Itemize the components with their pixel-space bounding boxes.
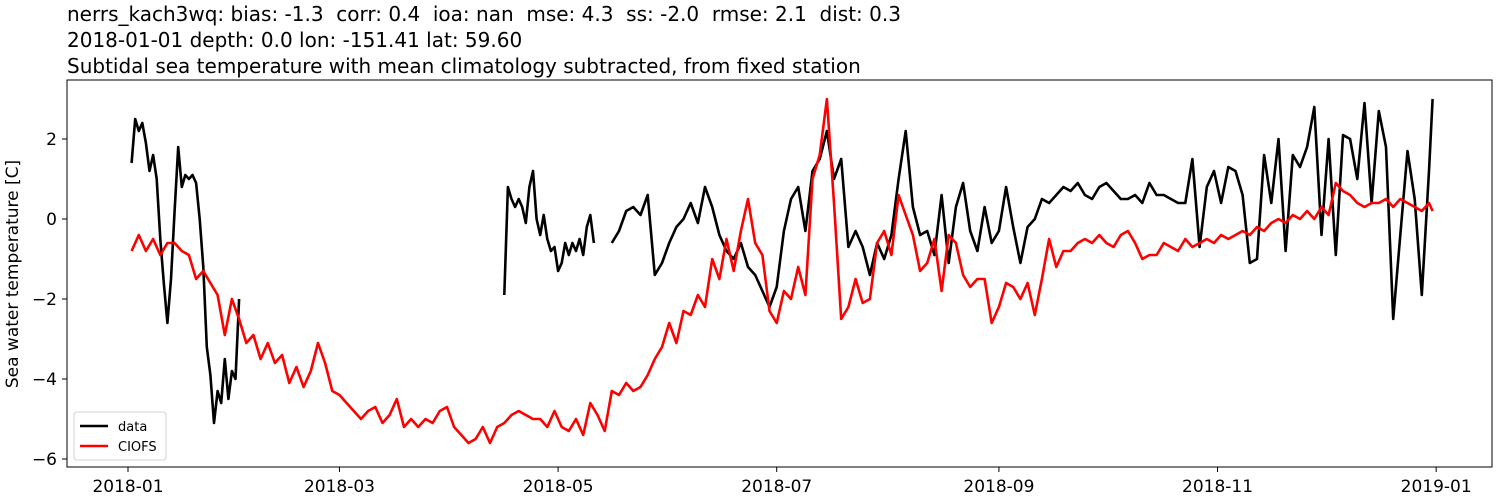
chart-title-stats: nerrs_kach3wq: bias: -1.3 corr: 0.4 ioa:…	[67, 2, 901, 26]
legend: data CIOFS	[73, 411, 167, 461]
y-tick-label: 2	[46, 130, 57, 150]
x-tick-label: 2018-03	[304, 477, 375, 497]
x-tick-label: 2018-07	[741, 477, 812, 497]
y-axis-label: Sea water temperature [C]	[3, 160, 23, 388]
series-line-data	[130, 117, 241, 425]
plot-frame	[66, 79, 1493, 468]
x-tick-label: 2018-01	[92, 477, 163, 497]
series-layer	[130, 97, 1434, 445]
x-tick-label: 2018-09	[963, 477, 1034, 497]
chart-title-description: Subtidal sea temperature with mean clima…	[67, 54, 861, 78]
series-line-ciofs	[130, 97, 1434, 445]
series-line-data	[503, 169, 596, 296]
y-tick-label: 0	[46, 210, 57, 230]
x-tick-label: 2018-05	[523, 477, 594, 497]
series-line-data	[610, 98, 1434, 321]
x-axis: 2018-01 2018-03 2018-05 2018-07 2018-09 2018-…	[92, 467, 1472, 497]
y-tick-label: −2	[32, 290, 57, 310]
chart-title-location: 2018-01-01 depth: 0.0 lon: -151.41 lat: …	[67, 28, 523, 52]
legend-data-label: data	[118, 420, 147, 435]
y-axis: 2 0 −2 −4 −6	[32, 130, 67, 470]
legend-ciofs-label: CIOFS	[118, 440, 157, 455]
x-tick-label: 2019-01	[1401, 477, 1472, 497]
x-tick-label: 2018-11	[1182, 477, 1253, 497]
legend-box	[73, 411, 167, 461]
y-tick-label: −4	[32, 370, 57, 390]
y-tick-label: −6	[32, 450, 57, 470]
